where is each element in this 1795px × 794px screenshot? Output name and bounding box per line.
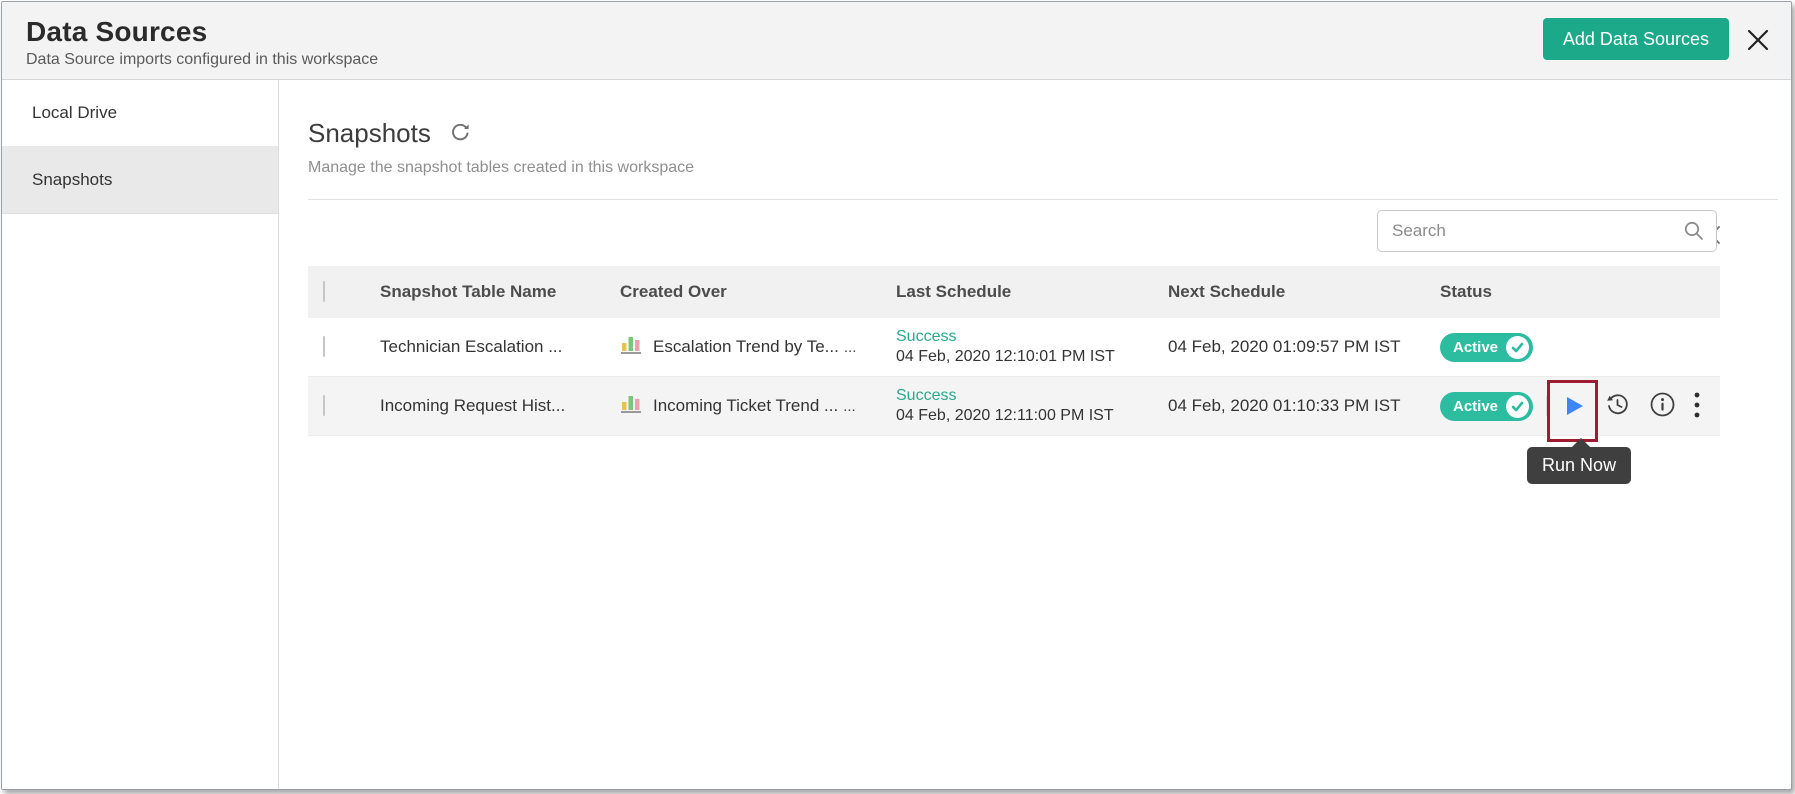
magnifier-icon: [1683, 220, 1705, 247]
table-header-row: Snapshot Table Name Created Over Last Sc…: [308, 266, 1720, 318]
col-header-next-schedule: Next Schedule: [1168, 282, 1286, 301]
table-row: Incoming Request Hist... Incoming Ticket…: [308, 377, 1720, 484]
sidebar-item-snapshots[interactable]: Snapshots: [2, 147, 278, 214]
status-badge[interactable]: Active: [1440, 332, 1534, 362]
row-actions: Run Now: [1527, 380, 1701, 484]
bar-chart-icon: [620, 334, 643, 360]
overflow-ellipsis: ...: [843, 338, 857, 356]
close-x-icon: [1743, 29, 1773, 58]
panel-divider: [308, 199, 1778, 200]
overflow-ellipsis: ...: [843, 397, 856, 415]
status-badge[interactable]: Active: [1440, 391, 1534, 421]
kebab-menu-icon: [1693, 391, 1701, 422]
info-button[interactable]: [1650, 392, 1675, 420]
col-header-created-over: Created Over: [620, 282, 727, 301]
select-all-checkbox[interactable]: [323, 281, 325, 302]
col-header-name: Snapshot Table Name: [380, 282, 557, 301]
created-over-view[interactable]: Incoming Ticket Trend ...: [653, 396, 839, 415]
modal-close-button[interactable]: [1741, 24, 1775, 58]
history-clock-icon: [1605, 392, 1630, 420]
snapshot-name: Incoming Request Hist...: [380, 396, 566, 415]
more-options-button[interactable]: [1693, 391, 1701, 422]
snapshot-name: Technician Escalation ...: [380, 337, 563, 356]
tooltip-caret: [1571, 438, 1592, 448]
sidebar: Local Drive Snapshots: [2, 80, 279, 789]
refresh-button[interactable]: [449, 121, 472, 147]
add-data-sources-button[interactable]: Add Data Sources: [1542, 18, 1729, 60]
check-circle-icon: [1506, 335, 1530, 359]
run-now-tooltip: Run Now: [1527, 438, 1632, 484]
sidebar-item-local-drive[interactable]: Local Drive: [2, 80, 278, 147]
actions-separator: [1546, 396, 1548, 416]
row-checkbox[interactable]: [323, 395, 325, 416]
next-schedule-time: 04 Feb, 2020 01:09:57 PM IST: [1168, 337, 1401, 356]
last-schedule-status: Success: [896, 387, 957, 404]
tooltip-label: Run Now: [1542, 455, 1617, 475]
col-header-status: Status: [1440, 282, 1492, 301]
bar-chart-icon: [620, 393, 643, 419]
info-icon: [1650, 392, 1675, 420]
status-badge-label: Active: [1453, 338, 1499, 356]
panel-title: Snapshots: [308, 118, 431, 148]
modal-header: Data Sources Data Source imports configu…: [2, 2, 1791, 80]
snapshots-table: Snapshot Table Name Created Over Last Sc…: [308, 266, 1720, 484]
search-box: [1377, 210, 1717, 252]
table-row: Technician Escalation ... Escalation Tre…: [308, 318, 1720, 377]
snapshots-panel: Snapshots Manage the snapshot tables cre…: [279, 80, 1791, 789]
next-schedule-time: 04 Feb, 2020 01:10:33 PM IST: [1168, 396, 1401, 415]
created-over-view[interactable]: Escalation Trend by Te...: [653, 337, 839, 356]
play-icon: [1561, 393, 1587, 422]
refresh-icon: [449, 121, 472, 147]
last-schedule-time: 04 Feb, 2020 12:10:01 PM IST: [896, 348, 1115, 365]
panel-subtitle: Manage the snapshot tables created in th…: [308, 159, 695, 176]
last-schedule-status: Success: [896, 328, 957, 345]
run-now-button[interactable]: [1561, 393, 1587, 422]
page-title: Data Sources: [26, 16, 208, 47]
status-badge-label: Active: [1453, 397, 1499, 415]
last-schedule-time: 04 Feb, 2020 12:11:00 PM IST: [896, 407, 1114, 424]
row-checkbox[interactable]: [323, 336, 325, 357]
sync-history-button[interactable]: [1605, 392, 1630, 420]
page-subtitle: Data Source imports configured in this w…: [26, 51, 379, 68]
check-circle-icon: [1506, 394, 1530, 418]
search-input[interactable]: [1377, 210, 1717, 252]
col-header-last-schedule: Last Schedule: [896, 282, 1012, 301]
